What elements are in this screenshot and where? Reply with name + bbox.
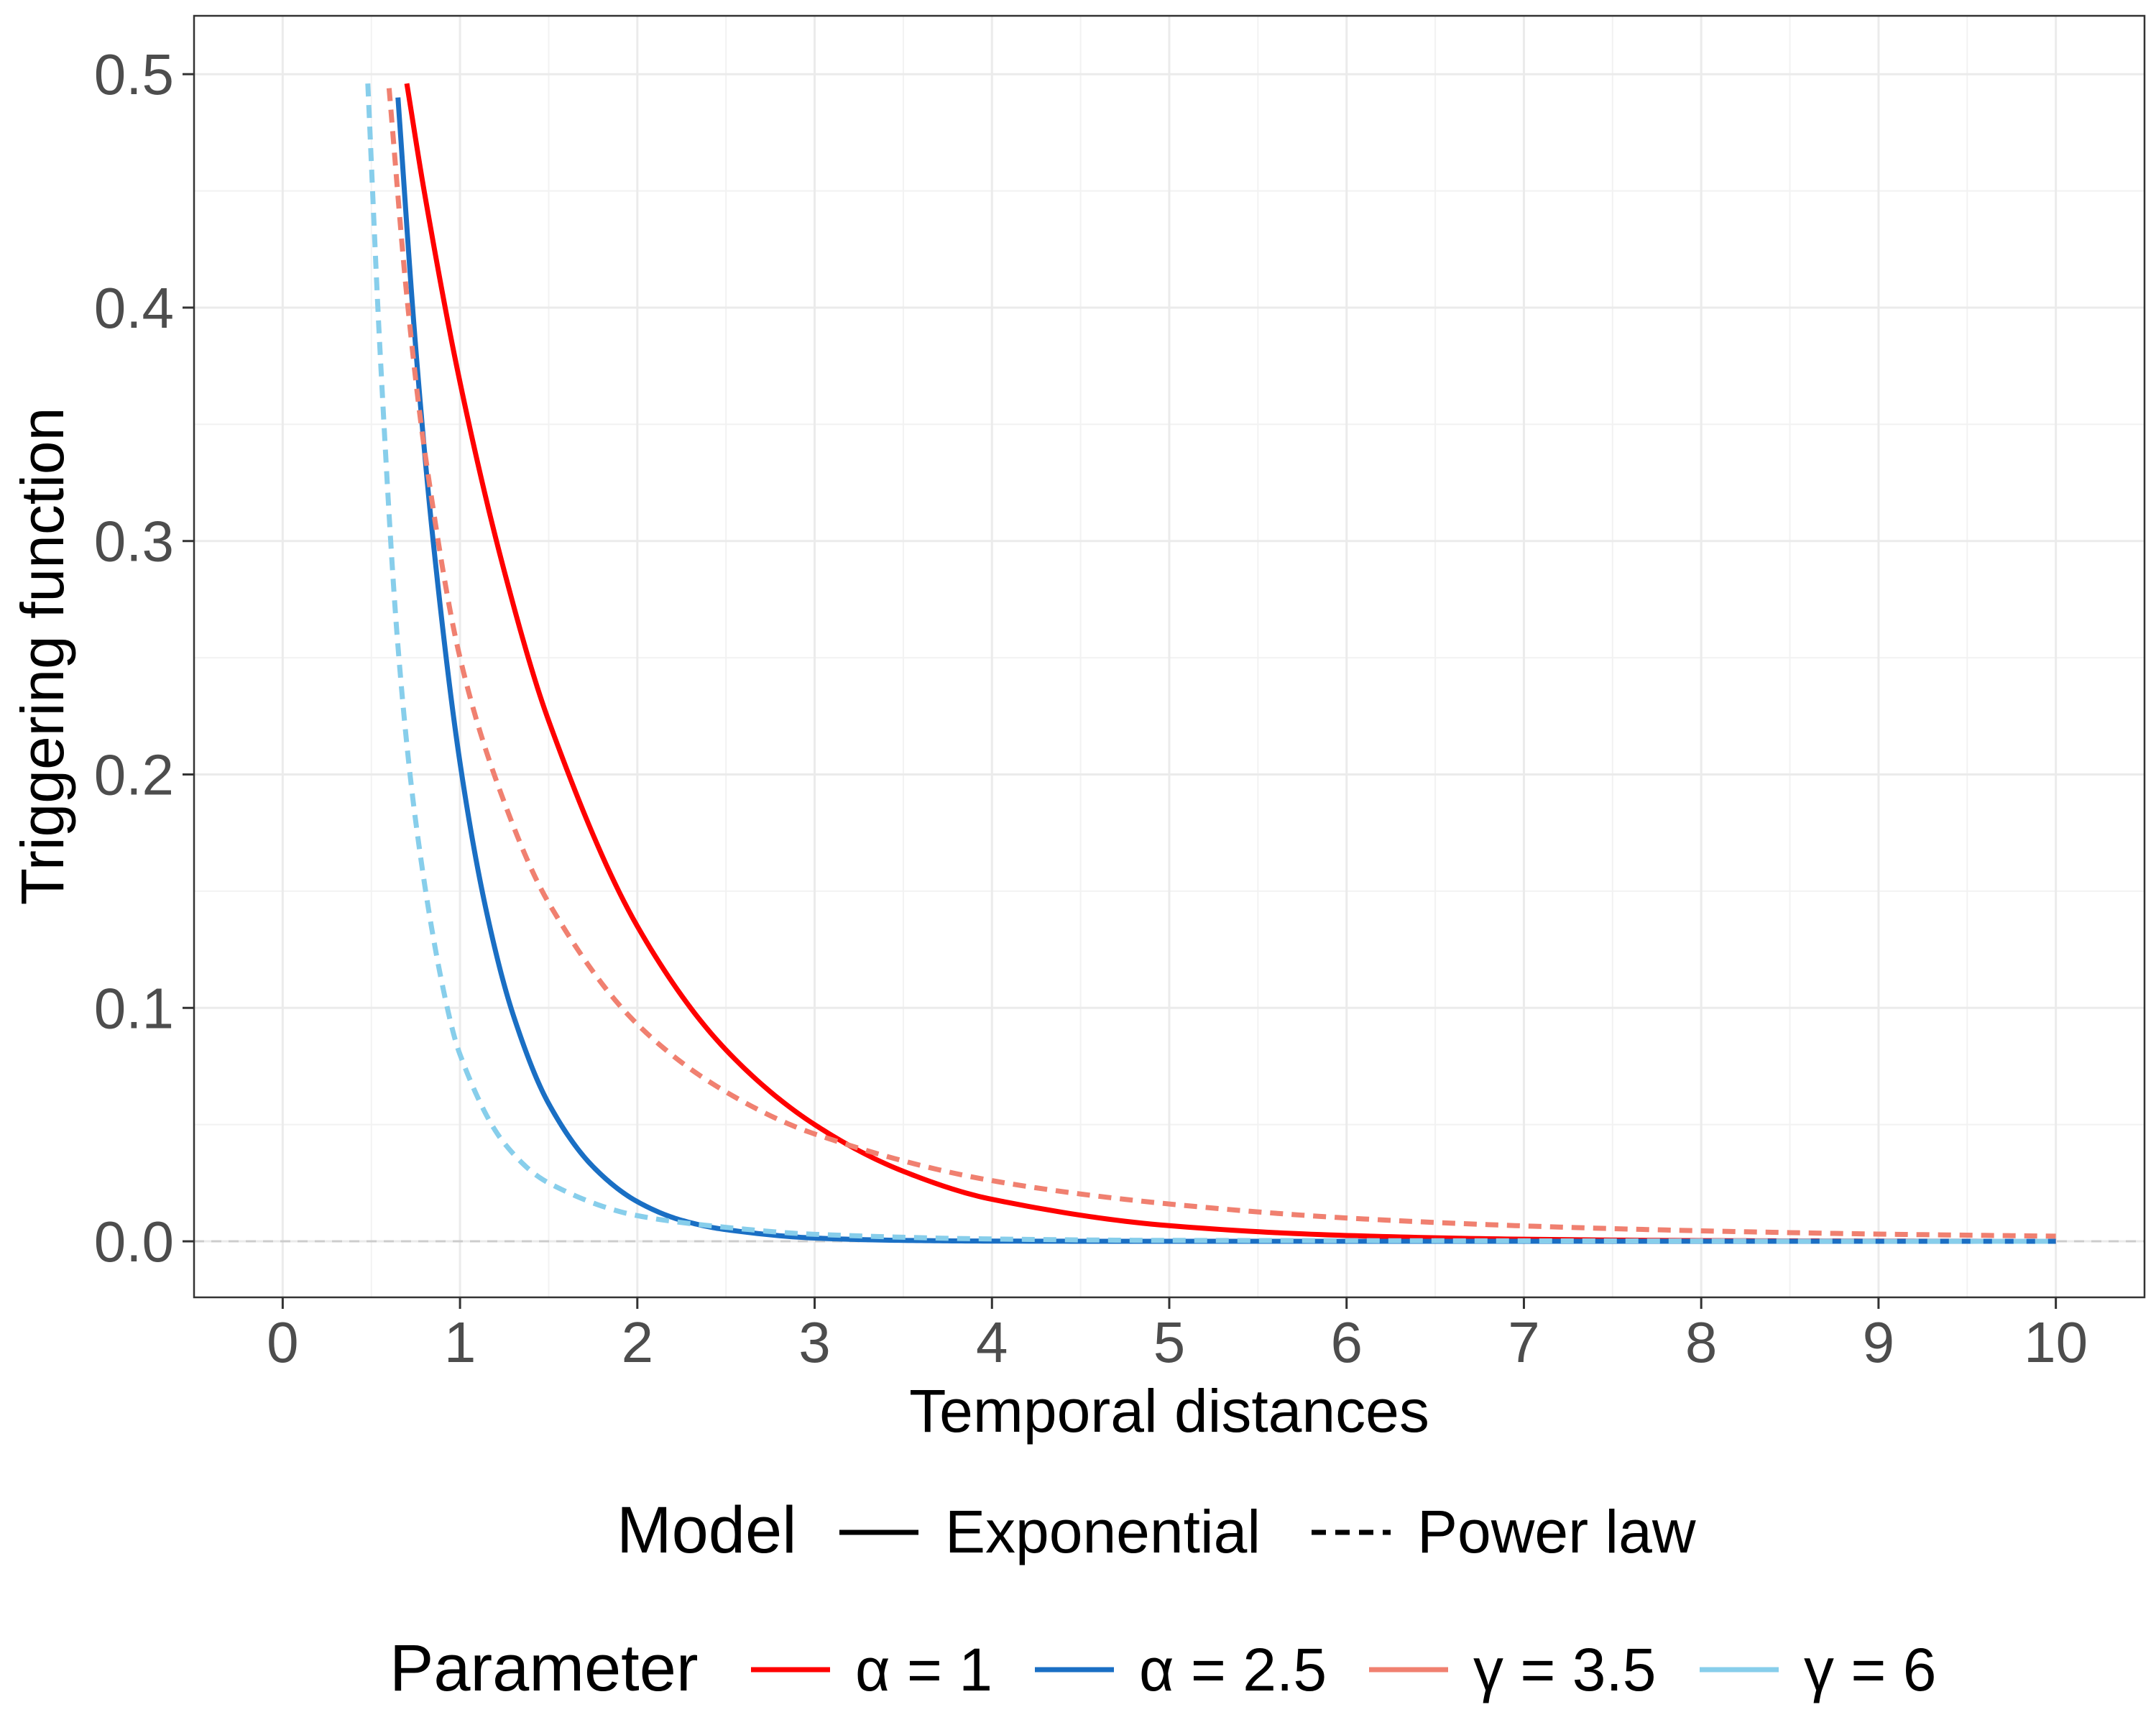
- x-tick-label: 8: [1685, 1310, 1718, 1374]
- x-tick-label: 4: [976, 1310, 1008, 1374]
- x-tick-label: 1: [444, 1310, 476, 1374]
- x-tick-label: 2: [622, 1310, 654, 1374]
- legend-model-label: Exponential: [945, 1498, 1261, 1565]
- y-tick-label: 0.3: [94, 510, 174, 574]
- x-tick-label: 0: [267, 1310, 299, 1374]
- x-tick-label: 7: [1508, 1310, 1540, 1374]
- legend-parameter-title: Parameter: [390, 1632, 699, 1705]
- series-line-4: [365, 83, 2056, 1244]
- legend-parameter: Parameter α = 1 α = 2.5 γ = 3.5 γ = 6: [390, 1632, 1936, 1705]
- y-tick-label: 0.5: [94, 42, 174, 106]
- x-axis-title: Temporal distances: [909, 1377, 1429, 1445]
- y-axis-title: Triggering function: [9, 408, 76, 906]
- y-axis-ticks: 0.0 0.1 0.2 0.3 0.4 0.5: [94, 42, 194, 1274]
- y-tick-label: 0.4: [94, 276, 174, 340]
- legend-parameter-label: γ = 6: [1804, 1636, 1936, 1703]
- series-line-3: [386, 88, 2056, 1239]
- y-tick-label: 0.2: [94, 743, 174, 807]
- y-tick-label: 0.1: [94, 976, 174, 1040]
- legend-model: Model Exponential Power law: [617, 1494, 1696, 1567]
- x-tick-label: 6: [1330, 1310, 1363, 1374]
- series-lines: [365, 83, 2056, 1244]
- x-axis-ticks: 0 1 2 3 4 5 6 7 8 9 10: [267, 1297, 2088, 1374]
- x-tick-label: 5: [1153, 1310, 1186, 1374]
- series-line-2: [395, 97, 2056, 1244]
- legend-model-label: Power law: [1417, 1498, 1696, 1565]
- x-tick-label: 9: [1863, 1310, 1895, 1374]
- x-tick-label: 10: [2024, 1310, 2088, 1374]
- legend-parameter-label: α = 1: [855, 1636, 992, 1703]
- legend-parameter-label: α = 2.5: [1139, 1636, 1327, 1703]
- x-tick-label: 3: [798, 1310, 831, 1374]
- legend-parameter-label: γ = 3.5: [1473, 1636, 1657, 1703]
- legend-model-title: Model: [617, 1494, 797, 1567]
- y-tick-label: 0.0: [94, 1210, 174, 1274]
